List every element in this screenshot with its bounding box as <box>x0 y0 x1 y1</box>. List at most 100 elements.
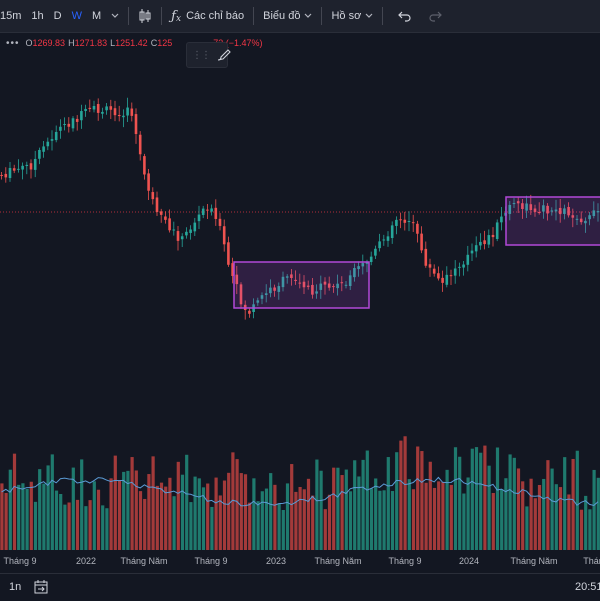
candle-body <box>122 115 125 118</box>
range-1y-button[interactable]: 1n <box>9 581 22 593</box>
volume-bar <box>550 468 554 550</box>
interval-d[interactable]: D <box>49 0 67 32</box>
profile-dropdown[interactable]: Hồ sơ <box>326 0 378 32</box>
volume-bar <box>378 490 382 550</box>
volume-bar <box>395 452 399 550</box>
volume-bar <box>4 492 8 550</box>
candle-body <box>386 236 390 241</box>
volume-bar <box>306 478 311 550</box>
volume-bar <box>227 472 231 550</box>
candle-body <box>25 164 29 166</box>
volume-bar <box>109 478 113 550</box>
volume-bar <box>54 490 59 550</box>
candle-body <box>588 215 591 220</box>
volume-bar <box>46 465 50 550</box>
chevron-down-icon <box>365 13 373 19</box>
candle-body <box>512 203 516 205</box>
candle-body <box>483 240 486 245</box>
drag-handle-icon[interactable]: ⋮⋮ <box>192 49 211 61</box>
candle-body <box>21 165 24 170</box>
chart-canvas[interactable] <box>0 33 600 574</box>
divider <box>161 7 163 25</box>
candle-body <box>117 114 121 117</box>
candle-body <box>336 283 339 289</box>
candle-body <box>516 201 520 204</box>
candle-body <box>500 216 503 223</box>
candle-body <box>218 218 222 226</box>
volume-bar <box>374 478 378 550</box>
candle-body <box>101 111 104 114</box>
redo-icon <box>428 10 443 22</box>
low-key: L <box>110 38 116 48</box>
candle-body <box>294 279 297 281</box>
candle-body <box>143 156 146 175</box>
volume-bar <box>533 498 537 550</box>
candle-body <box>42 146 45 152</box>
candle-body <box>134 114 138 135</box>
volume-bar <box>575 450 579 550</box>
candle-body <box>542 205 545 212</box>
candle-body <box>189 229 192 233</box>
volume-bar <box>411 489 416 550</box>
volume-bar <box>168 477 172 550</box>
volume-bar <box>567 494 571 550</box>
volume-bar <box>554 484 558 550</box>
volume-bar <box>495 447 500 550</box>
interval-1h-label: 1h <box>31 10 44 22</box>
undo-button[interactable] <box>393 0 417 32</box>
brush-icon[interactable] <box>216 48 232 62</box>
volume-bar <box>71 467 75 550</box>
volume-bar <box>596 477 600 550</box>
candle-body <box>227 242 230 265</box>
more-options-icon[interactable]: ••• <box>6 37 20 49</box>
volume-bar <box>327 494 332 550</box>
volume-bar <box>25 488 29 550</box>
volume-bar <box>38 469 42 550</box>
candle-body <box>407 221 411 223</box>
candles-icon <box>138 8 152 24</box>
candle-body <box>441 277 444 283</box>
candle-body <box>424 248 428 266</box>
interval-w-label: W <box>71 10 82 22</box>
volume-bar <box>424 482 428 550</box>
interval-1h[interactable]: 1h <box>26 0 48 32</box>
time-axis[interactable]: Tháng 9 2022 Tháng Năm Tháng 9 2023 Thán… <box>0 551 600 572</box>
candle-body <box>50 139 54 141</box>
interval-15m-label: 15m <box>0 10 22 22</box>
volume-bar <box>201 487 206 550</box>
candle-body <box>38 149 41 159</box>
redo-button[interactable] <box>423 0 447 32</box>
candle-body <box>437 273 440 279</box>
candle-body <box>176 231 180 241</box>
volume-bar <box>500 489 504 550</box>
candle-body <box>172 229 176 231</box>
candle-body <box>529 204 533 211</box>
volume-bar <box>390 491 395 550</box>
interval-15m[interactable]: 15m <box>0 0 26 32</box>
interval-dropdown[interactable] <box>106 0 124 32</box>
candle-body <box>575 218 579 220</box>
interval-m[interactable]: M <box>87 0 106 32</box>
candle-body <box>197 214 201 222</box>
interval-w[interactable]: W <box>67 0 87 32</box>
compare-button[interactable] <box>133 0 157 32</box>
candle-body <box>420 233 423 251</box>
volume-bar <box>449 484 453 550</box>
candle-body <box>537 212 541 214</box>
candle-body <box>210 208 213 212</box>
candle-body <box>88 107 92 109</box>
calendar-icon[interactable] <box>33 579 49 595</box>
x-tick-label: 2023 <box>265 556 287 566</box>
chart-type-dropdown[interactable]: Biểu đồ <box>258 0 317 32</box>
candle-body <box>491 234 495 238</box>
volume-bar <box>176 461 180 550</box>
floating-drawing-toolbar[interactable]: ⋮⋮ <box>186 42 231 68</box>
candle-body <box>180 236 184 240</box>
range-box-2023 <box>233 261 370 309</box>
ohlc-legend: ••• O 1269.83 H 1271.83 L 1251.42 C 125 73 (… <box>0 36 266 50</box>
candle-body <box>256 300 260 303</box>
volume-bar <box>420 451 424 550</box>
volume-bar <box>88 500 92 550</box>
